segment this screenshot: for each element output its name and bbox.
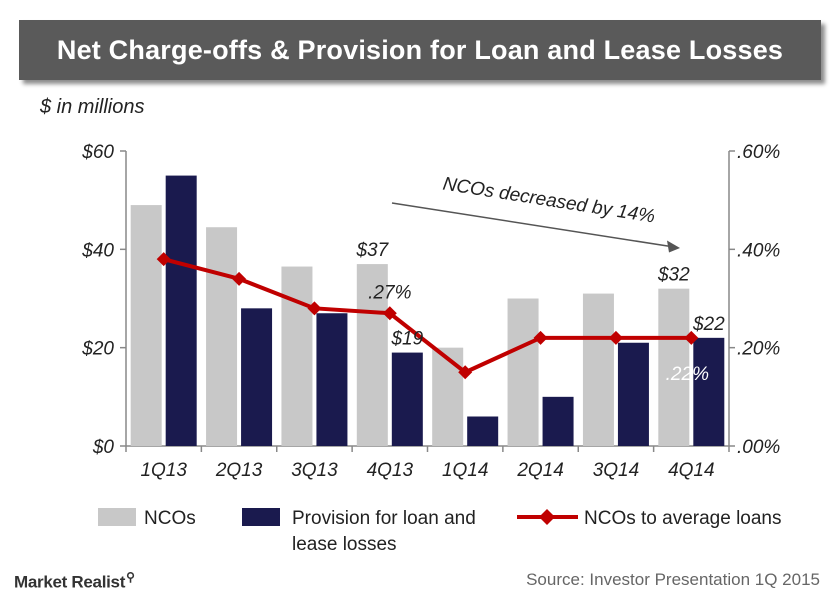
x-tick-label: 3Q14: [593, 460, 639, 481]
x-tick-label: 4Q13: [367, 460, 414, 481]
nco-ratio-marker: [307, 301, 322, 316]
magnifier-icon: ⚲: [126, 570, 135, 584]
x-tick-label: 4Q14: [668, 460, 714, 481]
nco-ratio-line: [163, 257, 692, 375]
nco-ratio-marker: [458, 365, 473, 380]
data-label: $22: [692, 314, 725, 335]
right-tick-label: .40%: [737, 240, 780, 261]
data-label: $19: [390, 329, 423, 350]
chart-title: Net Charge-offs & Provision for Loan and…: [19, 20, 821, 80]
data-label: $32: [657, 265, 690, 286]
x-tick-label: 1Q14: [442, 460, 488, 481]
nco-bar: [206, 227, 238, 446]
nco-bar: [658, 288, 690, 446]
x-tick-label: 1Q13: [140, 460, 187, 481]
left-tick-label: $40: [81, 240, 114, 261]
right-tick-label: .20%: [737, 339, 780, 360]
right-tick-label: .00%: [737, 437, 780, 458]
nco-bar: [432, 347, 464, 446]
data-label: $37: [355, 240, 389, 261]
provision-bar: [316, 313, 348, 446]
provision-bar: [391, 352, 423, 446]
nco-bar: [130, 205, 162, 446]
provision-bar: [165, 175, 197, 447]
annotation-text: NCOs decreased by 14%: [441, 174, 656, 228]
nco-ratio-marker: [232, 271, 247, 286]
source-note: Source: Investor Presentation 1Q 2015: [526, 570, 820, 589]
annotation-arrow: [391, 202, 671, 248]
x-tick-label: 2Q14: [516, 460, 563, 481]
legend-label-provision: Provision for loan and lease losses: [292, 508, 476, 555]
nco-bar: [507, 298, 539, 446]
provision-bar: [617, 342, 649, 446]
left-tick-label: $60: [81, 142, 114, 163]
nco-ratio-marker: [156, 252, 171, 267]
legend-label-ratio: NCOs to average loans: [584, 508, 782, 529]
left-tick-label: $0: [92, 437, 115, 458]
legend-swatch-provision: [242, 508, 280, 526]
provision-bar: [693, 337, 725, 446]
right-tick-label: .60%: [737, 142, 780, 163]
annotation-arrowhead: [667, 240, 680, 253]
unit-label: $ in millions: [40, 96, 145, 118]
nco-ratio-marker: [533, 330, 548, 345]
provision-bar: [241, 308, 273, 446]
legend-swatch-ratio-marker: [539, 509, 555, 525]
provision-bar: [467, 416, 499, 446]
nco-bar: [582, 293, 614, 446]
nco-ratio-marker: [382, 306, 397, 321]
data-label: .22%: [666, 364, 709, 385]
x-tick-label: 3Q13: [291, 460, 338, 481]
legend-label-ncos: NCOs: [144, 508, 196, 529]
data-label: .27%: [368, 282, 411, 303]
nco-bar: [356, 264, 388, 446]
provision-bar: [542, 396, 574, 446]
nco-bar: [281, 266, 313, 446]
nco-ratio-marker: [608, 330, 623, 345]
brand-logo: Market Realist⚲: [14, 570, 135, 592]
legend-swatch-ncos: [98, 508, 136, 526]
left-tick-label: $20: [81, 339, 114, 360]
nco-ratio-marker: [684, 330, 699, 345]
x-tick-label: 2Q13: [215, 460, 263, 481]
